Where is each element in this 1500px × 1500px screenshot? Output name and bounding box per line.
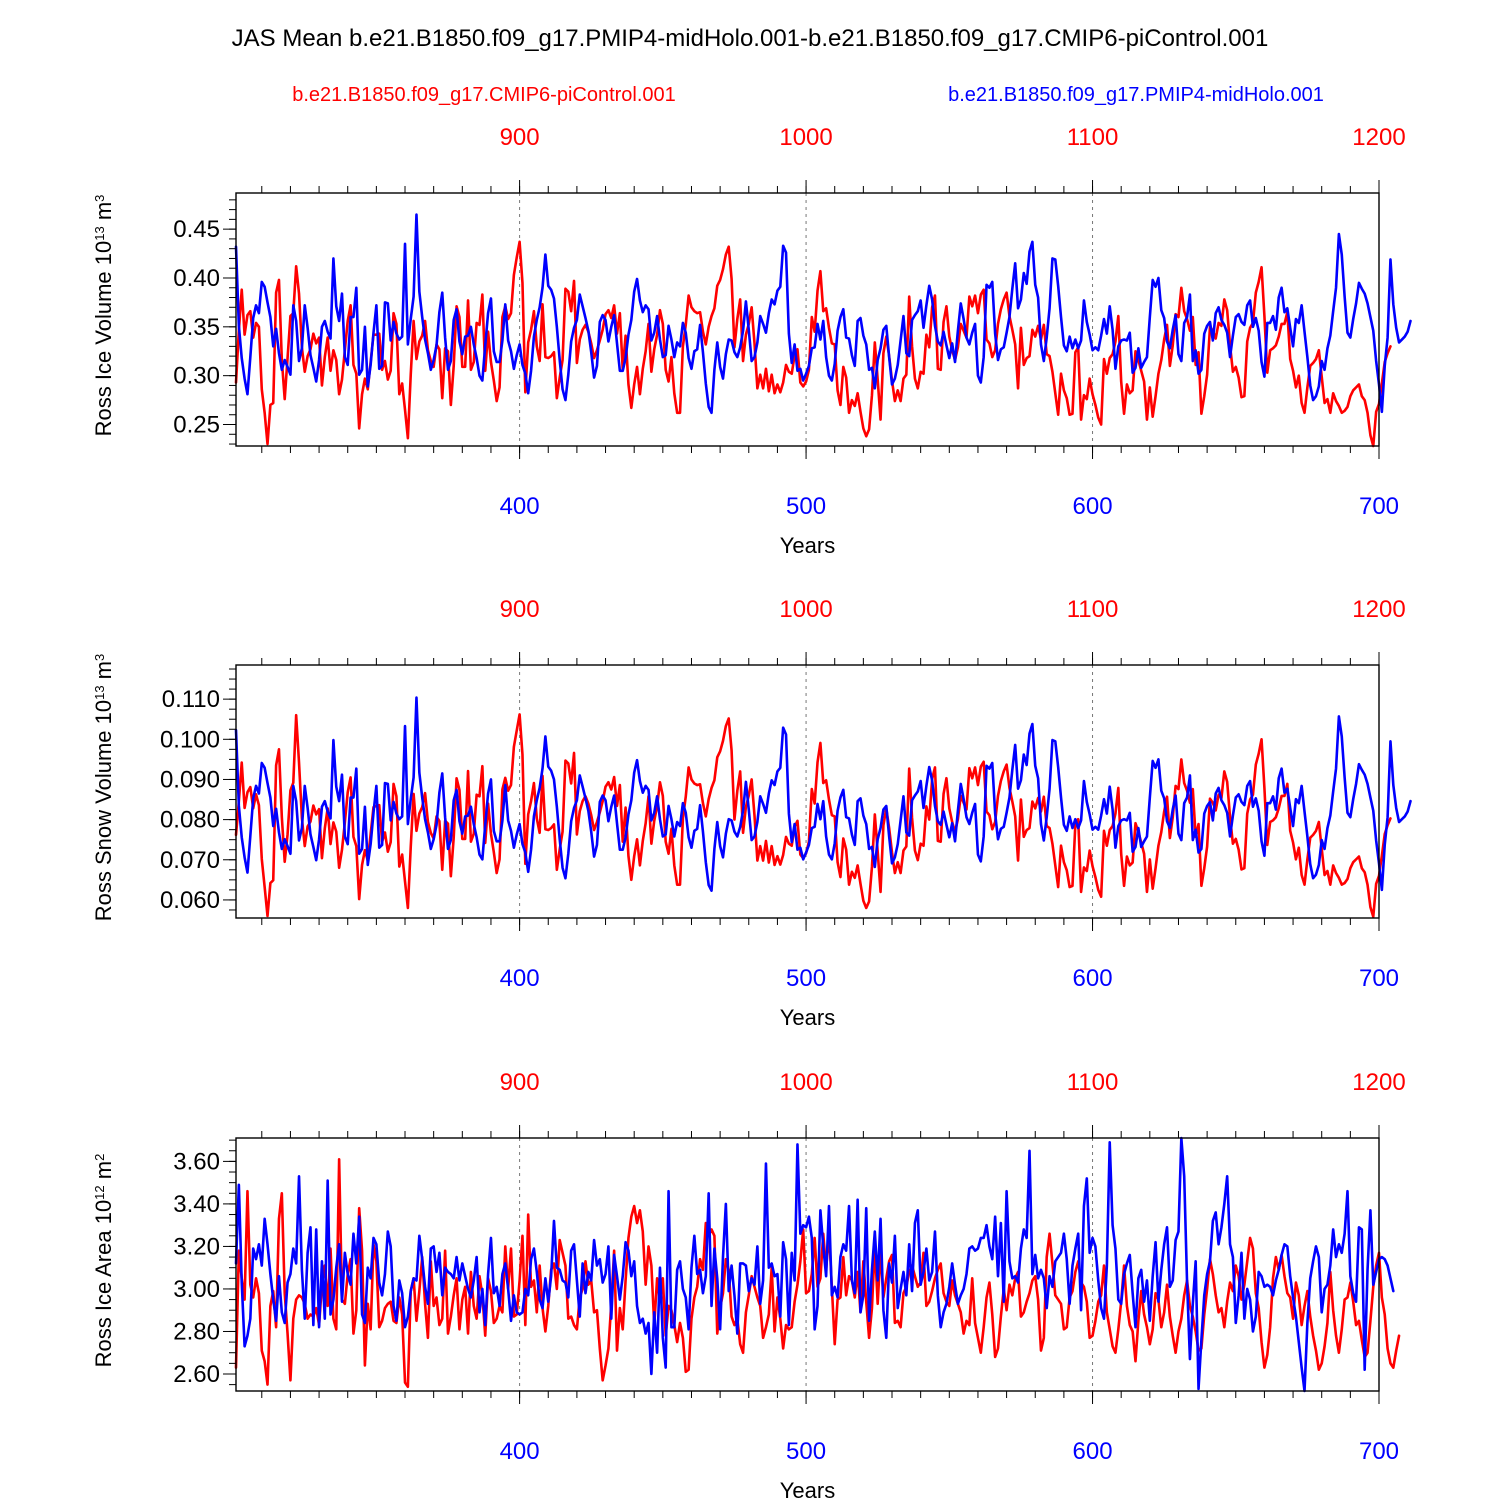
x-top-tick-label: 1200 [1352, 124, 1405, 151]
x-bottom-tick-label: 700 [1359, 965, 1399, 992]
x-top-tick-label: 1200 [1352, 596, 1405, 623]
y-tick-label: 0.25 [173, 412, 220, 439]
x-top-tick-label: 1000 [779, 124, 832, 151]
panel-ice-volume: 0.25 0.30 0.35 0.40 0.45 400 500 600 700 900 1000 1… [91, 124, 1412, 558]
y-axis-title-part: 13 [92, 226, 107, 240]
y-tick-label: 0.35 [173, 314, 220, 341]
x-top-tick-label: 900 [500, 124, 540, 151]
plot-frame [235, 1137, 1380, 1392]
y-tick-label: 0.40 [173, 265, 220, 292]
y-tick-label: 2.80 [173, 1318, 220, 1345]
y-tick-label: 3.00 [173, 1276, 220, 1303]
x-top-tick-label: 1200 [1352, 1069, 1405, 1096]
series-line-midholo [234, 1136, 1395, 1393]
y-axis-title-part: 12 [92, 1185, 107, 1199]
chart-panels: 0.25 0.30 0.35 0.40 0.45 400 500 600 700 900 1000 1… [91, 124, 1412, 1500]
x-top-tick-label: 1100 [1067, 124, 1119, 151]
x-bottom-tick-label: 400 [500, 965, 540, 992]
y-tick-label: 0.070 [160, 847, 220, 874]
x-bottom-tick-label: 600 [1073, 965, 1113, 992]
y-tick-label: 3.60 [173, 1148, 220, 1175]
y-axis-title-part: 13 [92, 685, 107, 699]
y-axis-title-part: 3 [92, 195, 107, 202]
series-line-midholo [234, 696, 1412, 892]
x-top-tick-label: 900 [500, 1069, 540, 1096]
x-bottom-tick-label: 500 [786, 965, 826, 992]
y-axis-title-part: 2 [92, 1154, 107, 1161]
y-tick-label: 3.40 [173, 1191, 220, 1218]
y-axis-title-part: Ross Ice Area 10 [91, 1200, 116, 1368]
x-bottom-tick-label: 700 [1359, 493, 1399, 520]
x-bottom-tick-label: 400 [500, 1438, 540, 1465]
y-axis-title-part: Ross Ice Volume 10 [91, 241, 116, 437]
legend-midholo: b.e21.B1850.f09_g17.PMIP4-midHolo.001 [948, 84, 1324, 106]
x-top-tick-label: 1100 [1067, 1069, 1119, 1096]
y-tick-label: 0.30 [173, 363, 220, 390]
y-axis-title-part: Ross Snow Volume 10 [91, 700, 116, 921]
plot-frame [235, 664, 1380, 919]
y-axis-title-part: 3 [92, 654, 107, 661]
plot-frame [235, 192, 1380, 447]
y-axis-title-part: m [91, 202, 116, 226]
y-tick-label: 0.45 [173, 216, 220, 243]
series-line-picontrol [234, 713, 1392, 919]
y-tick-label: 2.60 [173, 1361, 220, 1388]
x-bottom-tick-label: 700 [1359, 1438, 1399, 1465]
x-bottom-tick-label: 500 [786, 1438, 826, 1465]
x-bottom-tick-label: 600 [1073, 493, 1113, 520]
x-bottom-tick-label: 500 [786, 493, 826, 520]
x-bottom-tick-label: 600 [1073, 1438, 1113, 1465]
x-top-tick-label: 1100 [1067, 596, 1119, 623]
figure-title: JAS Mean b.e21.B1850.f09_g17.PMIP4-midHo… [232, 25, 1269, 52]
y-axis-title: Ross Snow Volume 1013 m3 [91, 654, 116, 922]
x-axis-title: Years [780, 533, 835, 558]
y-tick-label: 0.100 [160, 726, 220, 753]
panel-snow-volume: 0.060 0.070 0.080 0.090 0.100 0.110 400 500 600 7… [91, 596, 1412, 1030]
x-top-tick-label: 1000 [779, 596, 832, 623]
panel-ice-area: 2.60 2.80 3.00 3.20 3.40 3.60 400 500 600 700 900 1… [91, 1069, 1406, 1500]
y-tick-label: 0.060 [160, 887, 220, 914]
x-bottom-tick-label: 400 [500, 493, 540, 520]
x-axis-title: Years [780, 1005, 835, 1030]
y-axis-title: Ross Ice Area 1012 m2 [91, 1154, 116, 1368]
x-top-tick-label: 900 [500, 596, 540, 623]
series-line-midholo [234, 213, 1412, 415]
legend-picontrol: b.e21.B1850.f09_g17.CMIP6-piControl.001 [292, 84, 676, 106]
y-tick-label: 3.20 [173, 1233, 220, 1260]
y-axis-title-part: m [91, 1161, 116, 1185]
y-axis-title-part: m [91, 661, 116, 685]
x-axis-title: Years [780, 1478, 835, 1500]
y-axis-title: Ross Ice Volume 1013 m3 [91, 195, 116, 437]
y-tick-label: 0.090 [160, 766, 220, 793]
x-top-tick-label: 1000 [779, 1069, 832, 1096]
y-tick-label: 0.080 [160, 807, 220, 834]
y-tick-label: 0.110 [162, 686, 220, 713]
